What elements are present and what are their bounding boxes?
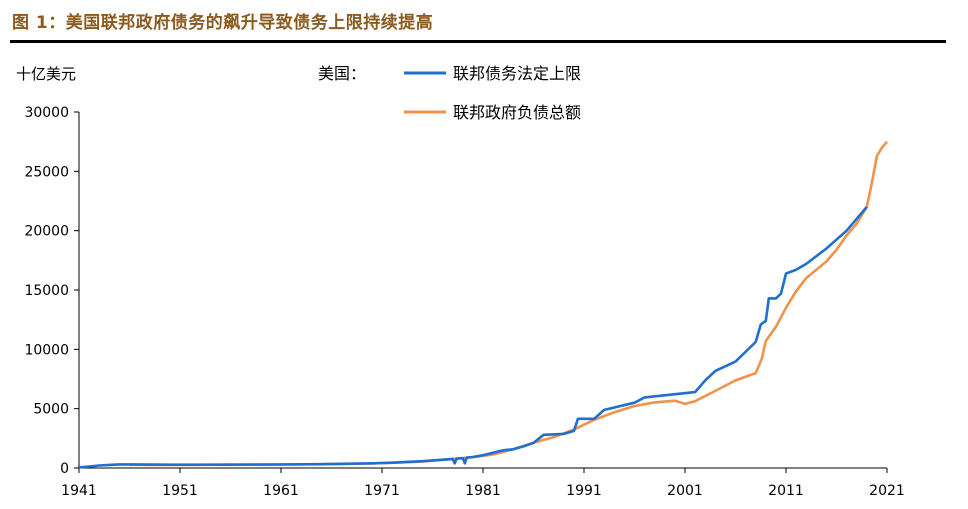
- legend-label-1: 联邦政府负债总额: [453, 103, 581, 122]
- axes: 0 5000 10000 15000 20000 25000 30000 1941 1951 19…: [24, 105, 904, 499]
- series-line-0: [78, 206, 868, 469]
- x-tick-label: 1941: [61, 483, 97, 499]
- series-line-1: [129, 140, 888, 467]
- x-tick-label: 1971: [364, 483, 400, 499]
- y-axis-unit-label: 十亿美元: [16, 65, 76, 83]
- legend-label-0: 联邦债务法定上限: [453, 64, 581, 83]
- x-tick-label: 1951: [162, 483, 198, 499]
- figure-title: 图 1：美国联邦政府债务的飙升导致债务上限持续提高: [12, 13, 434, 33]
- x-tick-label: 1961: [263, 483, 299, 499]
- x-tick-label: 2001: [667, 483, 703, 499]
- y-tick-label: 25000: [24, 164, 69, 180]
- x-tick-label: 1991: [566, 483, 602, 499]
- x-tick-label: 1981: [465, 483, 501, 499]
- y-tick-label: 10000: [24, 342, 69, 358]
- y-tick-label: 0: [60, 461, 69, 477]
- title-divider: [10, 40, 946, 43]
- legend-prefix: 美国：: [318, 64, 366, 83]
- y-tick-label: 15000: [24, 283, 69, 299]
- x-tick-label: 2011: [768, 483, 804, 499]
- y-tick-label: 5000: [33, 402, 69, 418]
- y-tick-label: 20000: [24, 224, 69, 240]
- y-tick-label: 30000: [24, 105, 69, 121]
- series-lines: [78, 140, 888, 469]
- x-tick-label: 2021: [869, 483, 905, 499]
